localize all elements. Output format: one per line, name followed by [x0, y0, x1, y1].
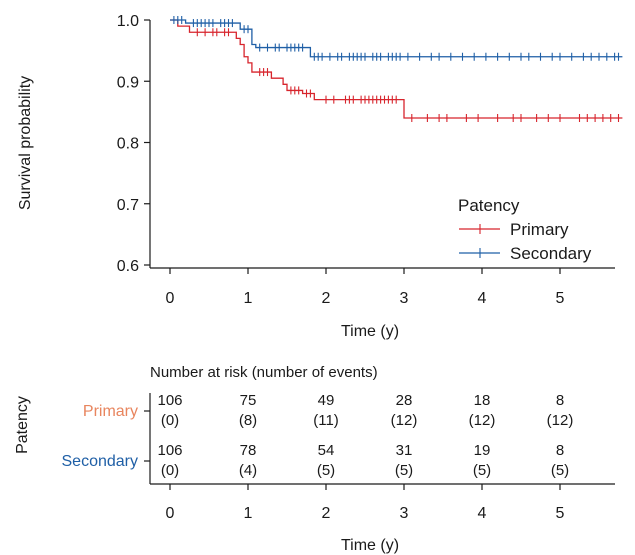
events-primary: (12) [391, 412, 418, 429]
at-risk-secondary: 31 [396, 442, 413, 459]
km-plot: 0.6 0.7 0.8 0.9 1.0 0 1 2 3 4 5 Survival probabil… [17, 13, 623, 340]
at-risk-primary: 49 [318, 392, 335, 409]
risk-x-tick-label: 2 [322, 505, 331, 522]
y-tick-label: 0.9 [117, 74, 139, 91]
risk-x-tick-label: 4 [478, 505, 487, 522]
legend-title: Patency [458, 196, 520, 215]
risk-row-secondary: Secondary [62, 453, 150, 470]
y-tick-label: 0.6 [117, 258, 139, 275]
y-tick-label: 0.7 [117, 197, 139, 214]
events-primary: (12) [469, 412, 496, 429]
at-risk-primary: 8 [556, 392, 564, 409]
at-risk-secondary: 106 [157, 442, 182, 459]
legend-label-primary: Primary [510, 220, 569, 239]
x-tick-label: 2 [322, 290, 331, 307]
x-ticks: 0 1 2 3 4 5 [166, 268, 565, 307]
events-secondary: (5) [395, 462, 413, 479]
x-tick-label: 4 [478, 290, 487, 307]
row-label-primary: Primary [83, 403, 138, 420]
x-tick-label: 5 [556, 290, 565, 307]
curve-secondary [170, 19, 623, 58]
events-secondary: (5) [473, 462, 491, 479]
x-tick-label: 0 [166, 290, 175, 307]
risk-table-cells: 106 (0) 75 (8) 49 (11) 28 (12) 18 (12) 8 (12) 106 (0)… [157, 392, 573, 479]
y-ticks: 0.6 0.7 0.8 0.9 1.0 [117, 13, 150, 275]
events-secondary: (4) [239, 462, 257, 479]
risk-table-x-label: Time (y) [341, 537, 399, 554]
risk-table-y-label: Patency [14, 396, 31, 454]
risk-table-title: Number at risk (number of events) [150, 364, 378, 381]
risk-x-tick-label: 0 [166, 505, 175, 522]
legend: Patency Primary Secondary [458, 196, 592, 263]
events-primary: (12) [547, 412, 574, 429]
events-primary: (8) [239, 412, 257, 429]
x-axis-label: Time (y) [341, 323, 399, 340]
at-risk-secondary: 54 [318, 442, 335, 459]
at-risk-primary: 106 [157, 392, 182, 409]
y-axis-label: Survival probability [17, 76, 34, 210]
risk-x-tick-label: 1 [244, 505, 253, 522]
row-label-secondary: Secondary [62, 453, 139, 470]
risk-table: Number at risk (number of events) Patenc… [14, 364, 615, 554]
at-risk-primary: 28 [396, 392, 413, 409]
risk-table-x-ticks: 0 1 2 3 4 5 [166, 484, 565, 522]
legend-label-secondary: Secondary [510, 244, 592, 263]
at-risk-primary: 75 [240, 392, 257, 409]
risk-x-tick-label: 3 [400, 505, 409, 522]
at-risk-primary: 18 [474, 392, 491, 409]
at-risk-secondary: 19 [474, 442, 491, 459]
y-tick-label: 0.8 [117, 136, 139, 153]
events-secondary: (5) [317, 462, 335, 479]
x-tick-label: 3 [400, 290, 409, 307]
events-secondary: (5) [551, 462, 569, 479]
events-secondary: (0) [161, 462, 179, 479]
y-tick-label: 1.0 [117, 13, 139, 30]
survival-curves [170, 16, 623, 122]
x-tick-label: 1 [244, 290, 253, 307]
events-primary: (11) [313, 412, 339, 429]
risk-x-tick-label: 5 [556, 505, 565, 522]
events-primary: (0) [161, 412, 179, 429]
at-risk-secondary: 8 [556, 442, 564, 459]
risk-row-primary: Primary [83, 403, 150, 420]
at-risk-secondary: 78 [240, 442, 257, 459]
